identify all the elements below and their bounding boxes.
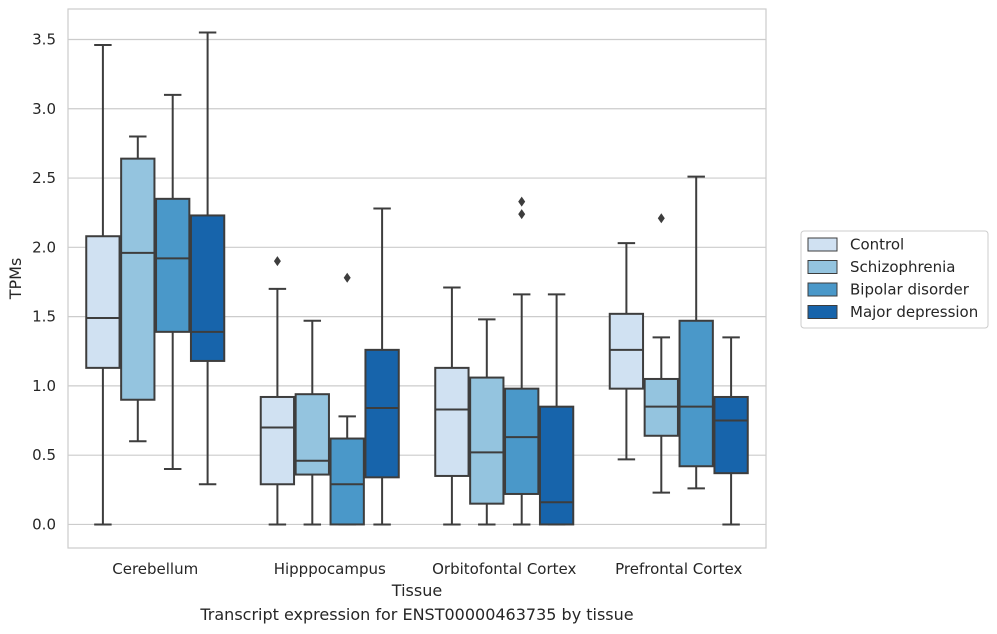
- y-tick-label: 1.0: [32, 377, 56, 395]
- legend-swatch: [807, 305, 838, 319]
- outlier-point: [518, 209, 526, 220]
- box: [434, 286, 470, 526]
- box: [504, 196, 540, 526]
- y-tick-label: 0.0: [32, 515, 56, 533]
- chart-caption: Transcript expression for ENST0000046373…: [200, 605, 634, 624]
- legend-frame: [800, 230, 989, 329]
- legend: Control Schizophrenia Bipolar disorder Majo…: [800, 230, 989, 329]
- box: [120, 135, 156, 443]
- box-iqr: [120, 157, 156, 401]
- legend-swatch: [807, 282, 838, 297]
- box: [294, 319, 330, 526]
- x-tick-label: Cerebellum: [112, 560, 198, 578]
- outlier-point: [273, 256, 281, 267]
- y-tick-label: 2.5: [32, 169, 56, 187]
- box-iqr: [329, 437, 365, 526]
- box: [155, 93, 191, 471]
- box: [259, 256, 296, 526]
- legend-label: Schizophrenia: [850, 258, 955, 276]
- y-tick-label: 3.0: [32, 100, 56, 118]
- box-iqr: [155, 197, 191, 333]
- box-iqr: [294, 393, 330, 476]
- box: [713, 336, 749, 526]
- x-tick-label: Orbitofontal Cortex: [432, 560, 576, 578]
- y-tick-label: 0.5: [32, 446, 56, 464]
- legend-label: Major depression: [850, 303, 978, 321]
- legend-label: Bipolar disorder: [850, 281, 970, 299]
- outlier-point: [518, 196, 526, 207]
- x-axis-label: Tissue: [391, 581, 442, 600]
- box: [189, 31, 226, 486]
- box: [469, 318, 505, 526]
- box-iqr: [364, 348, 400, 479]
- y-tick-label: 3.5: [32, 30, 56, 48]
- outlier-point: [657, 213, 665, 224]
- box-iqr: [469, 376, 505, 505]
- box-iqr: [85, 235, 121, 369]
- box-iqr: [434, 366, 470, 477]
- legend-swatch: [807, 237, 838, 252]
- legend-swatch: [807, 260, 838, 274]
- x-axis-ticks: Cerebellum Hipppocampus Orbitofontal Corte…: [112, 560, 742, 578]
- outlier-point: [343, 272, 351, 283]
- box: [329, 272, 365, 526]
- box: [538, 293, 575, 526]
- box: [643, 213, 679, 494]
- box-iqr: [259, 395, 296, 486]
- box: [85, 44, 121, 526]
- box: [678, 175, 714, 490]
- boxes-layer: [85, 31, 749, 526]
- box-iqr: [608, 312, 645, 390]
- y-tick-label: 2.0: [32, 238, 56, 256]
- y-axis-label: TPMs: [6, 258, 25, 301]
- box-iqr: [504, 387, 540, 495]
- box-iqr: [538, 405, 575, 526]
- box-iqr: [189, 214, 226, 362]
- box-iqr: [678, 319, 714, 468]
- y-tick-label: 1.5: [32, 308, 56, 326]
- x-tick-label: Prefrontal Cortex: [615, 560, 742, 578]
- x-tick-label: Hipppocampus: [274, 560, 386, 578]
- legend-label: Control: [850, 236, 904, 254]
- y-axis-ticks: 0.0 0.5 1.0 1.5 2.0 2.5 3.0 3.5: [32, 30, 56, 533]
- box: [364, 207, 400, 526]
- box: [608, 242, 645, 461]
- box-iqr: [713, 395, 749, 475]
